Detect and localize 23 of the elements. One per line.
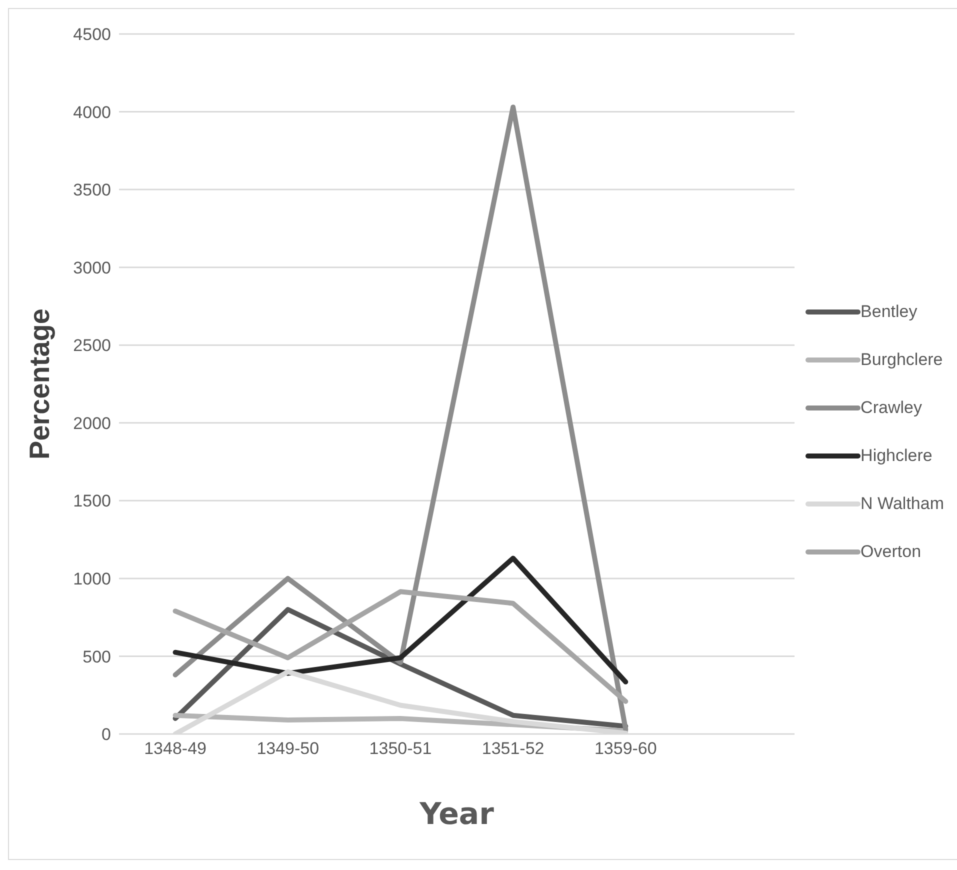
y-tick-label: 2000 [73,414,111,433]
y-axis-title: Percentage [24,308,55,460]
legend-label: Crawley [860,398,922,418]
y-tick-label: 3000 [73,258,111,278]
legend-label: Overton [860,542,922,562]
legend-label: Highclere [860,446,932,466]
y-tick-label: 4000 [73,102,111,122]
y-tick-label: 1500 [73,492,111,511]
x-tick-label: 1351-52 [482,739,544,758]
x-axis-title: Year [418,797,494,832]
legend-label: N Waltham [860,494,944,514]
x-tick-label: 1350-51 [369,739,432,758]
legend-label: Burghclere [860,350,943,370]
y-tick-label: 0 [102,725,111,744]
y-tick-label: 4500 [73,25,111,44]
y-tick-label: 500 [82,647,111,666]
y-tick-label: 2500 [73,336,111,356]
x-tick-label: 1349-50 [256,739,320,758]
y-tick-label: 1000 [73,569,111,588]
x-tick-label: 1348-49 [144,739,206,758]
legend-label: Bentley [860,302,918,322]
x-tick-label: 1359-60 [594,739,657,758]
y-tick-label: 3500 [73,180,111,200]
